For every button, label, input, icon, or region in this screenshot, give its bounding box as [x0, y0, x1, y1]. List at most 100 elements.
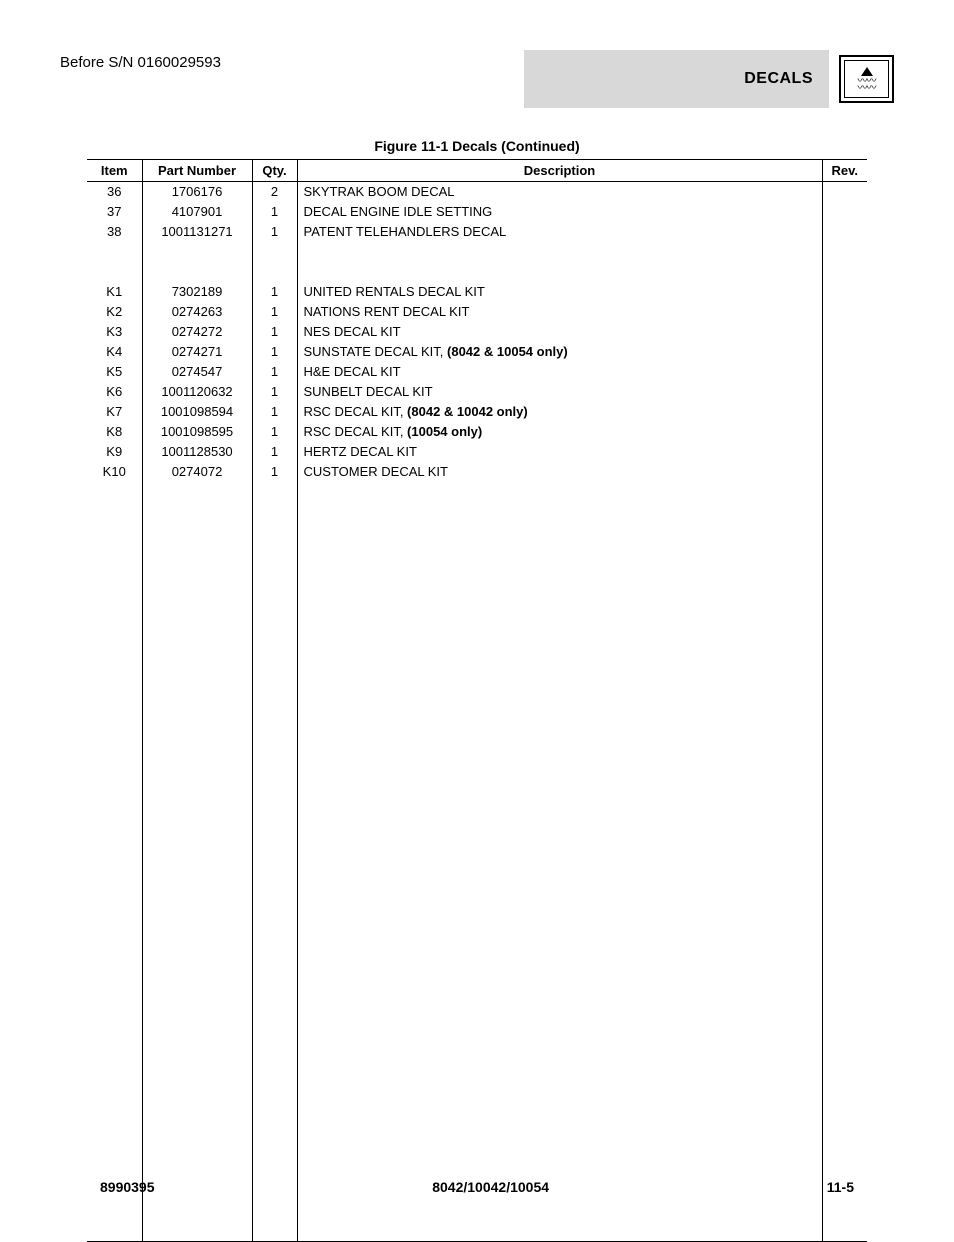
- cell-empty: [142, 942, 252, 962]
- table-row-empty: [87, 1042, 867, 1062]
- cell-part-number: 0274547: [142, 362, 252, 382]
- table-row-empty: [87, 1222, 867, 1242]
- cell-empty: [822, 542, 867, 562]
- cell-empty: [87, 1082, 142, 1102]
- cell-empty: [822, 662, 867, 682]
- cell-item: K10: [87, 462, 142, 482]
- cell-empty: [297, 1042, 822, 1062]
- table-row-empty: [87, 762, 867, 782]
- cell-empty: [142, 922, 252, 942]
- cell-empty: [142, 502, 252, 522]
- table-row-empty: [87, 962, 867, 982]
- cell-empty: [822, 962, 867, 982]
- cell-empty: [87, 902, 142, 922]
- cell-empty: [297, 562, 822, 582]
- cell-empty: [142, 982, 252, 1002]
- cell-empty: [142, 622, 252, 642]
- cell-empty: [252, 862, 297, 882]
- cell-empty: [297, 682, 822, 702]
- cell-empty: [297, 962, 822, 982]
- cell-empty: [87, 662, 142, 682]
- cell-item: K3: [87, 322, 142, 342]
- cell-empty: [822, 522, 867, 542]
- cell-empty: [87, 642, 142, 662]
- cell-item: K6: [87, 382, 142, 402]
- cell-empty: [822, 942, 867, 962]
- cell-empty: [297, 1002, 822, 1022]
- cell-rev: [822, 462, 867, 482]
- cell-empty: [142, 522, 252, 542]
- table-row: [87, 262, 867, 282]
- cell-empty: [142, 1022, 252, 1042]
- table-row-empty: [87, 842, 867, 862]
- cell-empty: [822, 742, 867, 762]
- table-row-empty: [87, 862, 867, 882]
- cell-qty: 1: [252, 462, 297, 482]
- cell-empty: [87, 702, 142, 722]
- table-row-empty: [87, 1122, 867, 1142]
- cell-item: K4: [87, 342, 142, 362]
- table-row: K1002740721CUSTOMER DECAL KIT: [87, 462, 867, 482]
- cell-empty: [142, 1062, 252, 1082]
- table-row-empty: [87, 822, 867, 842]
- cell-empty: [297, 542, 822, 562]
- table-header-row: Item Part Number Qty. Description Rev.: [87, 160, 867, 182]
- cell-empty: [142, 822, 252, 842]
- cell-empty: [822, 1142, 867, 1162]
- cell-empty: [87, 682, 142, 702]
- cell-empty: [142, 802, 252, 822]
- cell-qty: 1: [252, 402, 297, 422]
- cell-empty: [252, 1222, 297, 1242]
- cell-description: RSC DECAL KIT, (10054 only): [297, 422, 822, 442]
- cell-empty: [822, 642, 867, 662]
- cell-empty: [297, 902, 822, 922]
- cell-empty: [297, 602, 822, 622]
- cell-empty: [252, 742, 297, 762]
- page-footer: 8990395 8042/10042/10054 11-5: [60, 1179, 894, 1195]
- table-row-empty: [87, 1002, 867, 1022]
- cell-empty: [142, 1142, 252, 1162]
- cell-item: K5: [87, 362, 142, 382]
- cell-empty: [252, 582, 297, 602]
- table-row: K173021891UNITED RENTALS DECAL KIT: [87, 282, 867, 302]
- cell-empty: [297, 662, 822, 682]
- cell-empty: [142, 722, 252, 742]
- cell-part-number: [142, 262, 252, 282]
- cell-part-number: 1001128530: [142, 442, 252, 462]
- cell-rev: [822, 442, 867, 462]
- table-body: 3617061762SKYTRAK BOOM DECAL3741079011DE…: [87, 182, 867, 1242]
- cell-empty: [142, 642, 252, 662]
- cell-rev: [822, 382, 867, 402]
- table-row: K302742721NES DECAL KIT: [87, 322, 867, 342]
- cell-empty: [822, 802, 867, 822]
- cell-empty: [822, 842, 867, 862]
- cell-empty: [297, 742, 822, 762]
- decals-icon: 〰〰 〰〰: [839, 55, 894, 103]
- cell-empty: [297, 1222, 822, 1242]
- cell-empty: [252, 542, 297, 562]
- decals-icon-inner: 〰〰 〰〰: [844, 60, 889, 98]
- cell-empty: [822, 1082, 867, 1102]
- cell-qty: 1: [252, 362, 297, 382]
- cell-empty: [142, 1042, 252, 1062]
- table-row-empty: [87, 702, 867, 722]
- cell-empty: [822, 902, 867, 922]
- cell-description: NATIONS RENT DECAL KIT: [297, 302, 822, 322]
- table-row-empty: [87, 502, 867, 522]
- table-row: K402742711SUNSTATE DECAL KIT, (8042 & 10…: [87, 342, 867, 362]
- table-row: K202742631NATIONS RENT DECAL KIT: [87, 302, 867, 322]
- col-header-part-number: Part Number: [142, 160, 252, 182]
- cell-part-number: [142, 242, 252, 262]
- cell-part-number: 1001120632: [142, 382, 252, 402]
- cell-part-number: 1706176: [142, 182, 252, 202]
- table-row-empty: [87, 722, 867, 742]
- description-bold-suffix: (10054 only): [407, 424, 482, 439]
- cell-empty: [822, 922, 867, 942]
- cell-empty: [822, 862, 867, 882]
- cell-empty: [87, 842, 142, 862]
- cell-empty: [142, 882, 252, 902]
- cell-part-number: 7302189: [142, 282, 252, 302]
- cell-empty: [142, 962, 252, 982]
- cell-empty: [87, 1062, 142, 1082]
- cell-empty: [252, 1202, 297, 1222]
